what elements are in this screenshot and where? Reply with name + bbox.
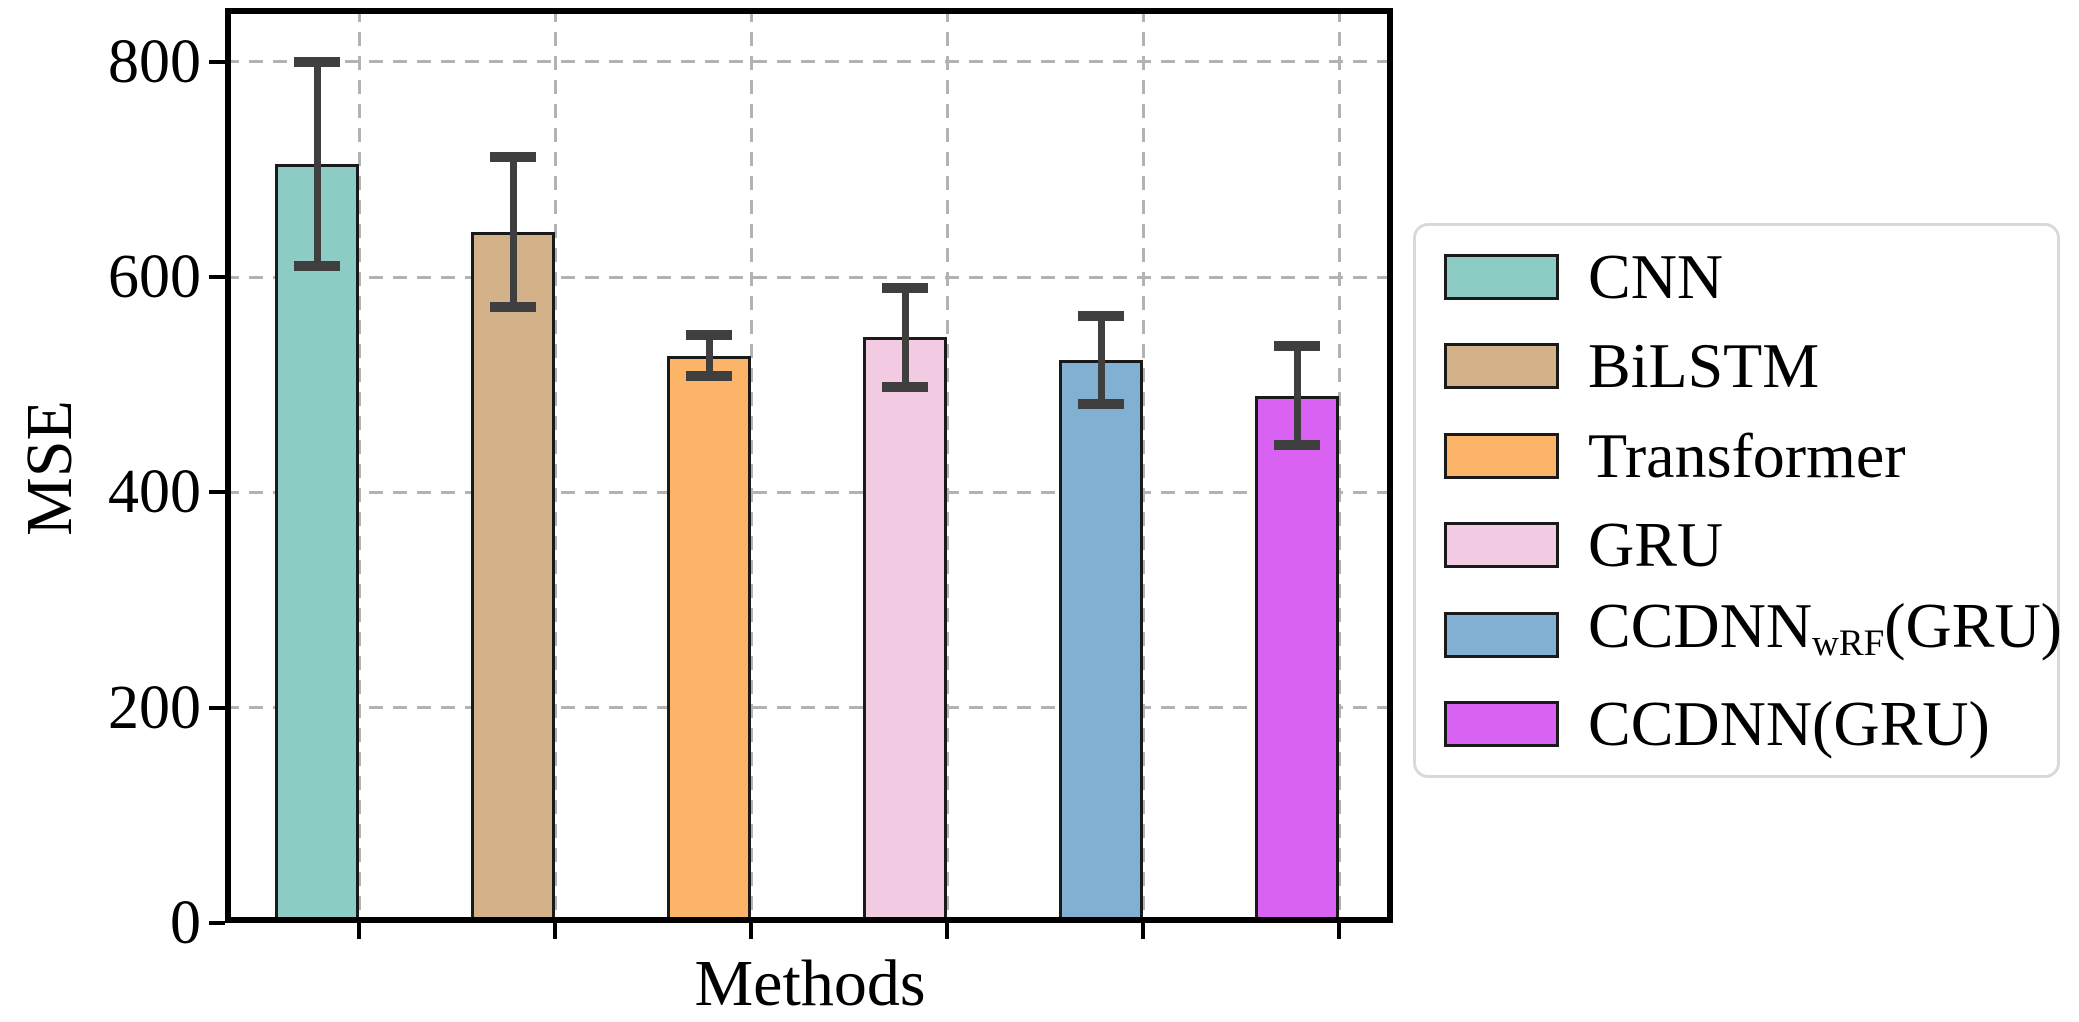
error-bar-line-transformer: [705, 335, 713, 377]
bar-bilstm: [471, 231, 555, 923]
x-tick-6: [1337, 923, 1341, 939]
right-spine: [1387, 8, 1393, 923]
error-bar-top-cap-ccdnnwrf-gru: [1078, 310, 1124, 321]
h-gridline-200: [225, 706, 1393, 710]
v-gridline-5: [1141, 8, 1145, 923]
x-tick-4: [945, 923, 949, 939]
error-bar-top-cap-ccdnn-gru: [1274, 341, 1320, 351]
legend-swatch-cnn: [1444, 253, 1559, 300]
error-bar-line-gru: [901, 287, 909, 387]
y-tick-800: [209, 59, 225, 64]
y-tick-label-400: 400: [108, 458, 201, 527]
error-bar-line-cnn: [313, 61, 321, 267]
legend-label-bilstm: BiLSTM: [1588, 330, 1820, 402]
y-tick-600: [209, 275, 225, 280]
bar-ccdnn-gru: [1255, 395, 1339, 923]
v-gridline-2: [553, 8, 557, 923]
error-bar-top-cap-cnn: [294, 56, 340, 67]
legend-label-transformer: Transformer: [1588, 419, 1906, 491]
y-tick-200: [209, 705, 225, 710]
y-tick-label-800: 800: [108, 27, 201, 96]
y-tick-label-600: 600: [108, 243, 201, 312]
h-gridline-800: [225, 60, 1393, 64]
h-gridline-600: [225, 275, 1393, 279]
error-bar-line-bilstm: [509, 156, 517, 308]
error-bar-top-cap-transformer: [686, 330, 732, 341]
error-bar-line-ccdnnwrf-gru: [1097, 315, 1105, 405]
error-bar-bottom-cap-transformer: [686, 371, 732, 382]
legend-item-transformer: Transformer: [1444, 423, 2057, 487]
legend-item-ccdnnwrf-gru: CCDNNwRF(GRU): [1444, 593, 2062, 664]
legend-label-gru: GRU: [1588, 509, 1724, 581]
legend-item-bilstm: BiLSTM: [1444, 334, 2057, 398]
error-bar-bottom-cap-gru: [882, 381, 928, 392]
y-tick-400: [209, 490, 225, 495]
legend-item-cnn: CNN: [1444, 244, 2057, 308]
bottom-spine: [225, 917, 1393, 923]
legend-label-subscript: wRF: [1812, 622, 1885, 664]
legend-item-gru: GRU: [1444, 513, 2057, 577]
y-tick-0: [209, 921, 225, 925]
error-bar-bottom-cap-ccdnn-gru: [1274, 440, 1320, 451]
legend-swatch-transformer: [1444, 432, 1559, 479]
bar-transformer: [667, 355, 751, 923]
bar-cnn: [275, 164, 359, 923]
plot-area: [225, 8, 1393, 923]
v-gridline-3: [749, 8, 753, 923]
h-gridline-400: [225, 490, 1393, 494]
legend: CNN BiLSTM Transformer GRU CCDNNwRF(GRU) CCDN…: [1413, 223, 2062, 778]
bar-ccdnnwrf-gru: [1059, 360, 1143, 923]
v-gridline-4: [945, 8, 949, 923]
left-spine: [225, 8, 231, 923]
y-tick-label-200: 200: [108, 673, 201, 742]
legend-swatch-gru: [1444, 522, 1559, 569]
error-bar-bottom-cap-ccdnnwrf-gru: [1078, 399, 1124, 410]
x-tick-3: [749, 923, 753, 939]
error-bar-bottom-cap-cnn: [294, 261, 340, 272]
y-tick-label-0: 0: [170, 889, 201, 957]
error-bar-line-ccdnn-gru: [1293, 346, 1301, 446]
bar-gru: [863, 337, 947, 923]
legend-item-ccdnn-gru: CCDNN(GRU): [1444, 692, 2057, 756]
legend-label-cnn: CNN: [1588, 240, 1724, 312]
error-bar-top-cap-bilstm: [490, 151, 536, 162]
error-bar-bottom-cap-bilstm: [490, 302, 536, 313]
x-tick-2: [553, 923, 557, 939]
legend-label-ccdnnwrf-gru: CCDNNwRF(GRU): [1588, 589, 2062, 664]
x-tick-1: [357, 923, 361, 939]
legend-swatch-ccdnnwrf-gru: [1444, 611, 1559, 658]
top-spine: [225, 8, 1393, 14]
legend-label-ccdnn-gru: CCDNN(GRU): [1588, 688, 1990, 760]
legend-swatch-bilstm: [1444, 343, 1559, 390]
v-gridline-1: [357, 8, 361, 923]
x-axis-title: Methods: [694, 947, 926, 1020]
x-tick-5: [1141, 923, 1145, 939]
legend-swatch-ccdnn-gru: [1444, 701, 1559, 748]
v-gridline-6: [1337, 8, 1341, 923]
error-bar-top-cap-gru: [882, 282, 928, 293]
